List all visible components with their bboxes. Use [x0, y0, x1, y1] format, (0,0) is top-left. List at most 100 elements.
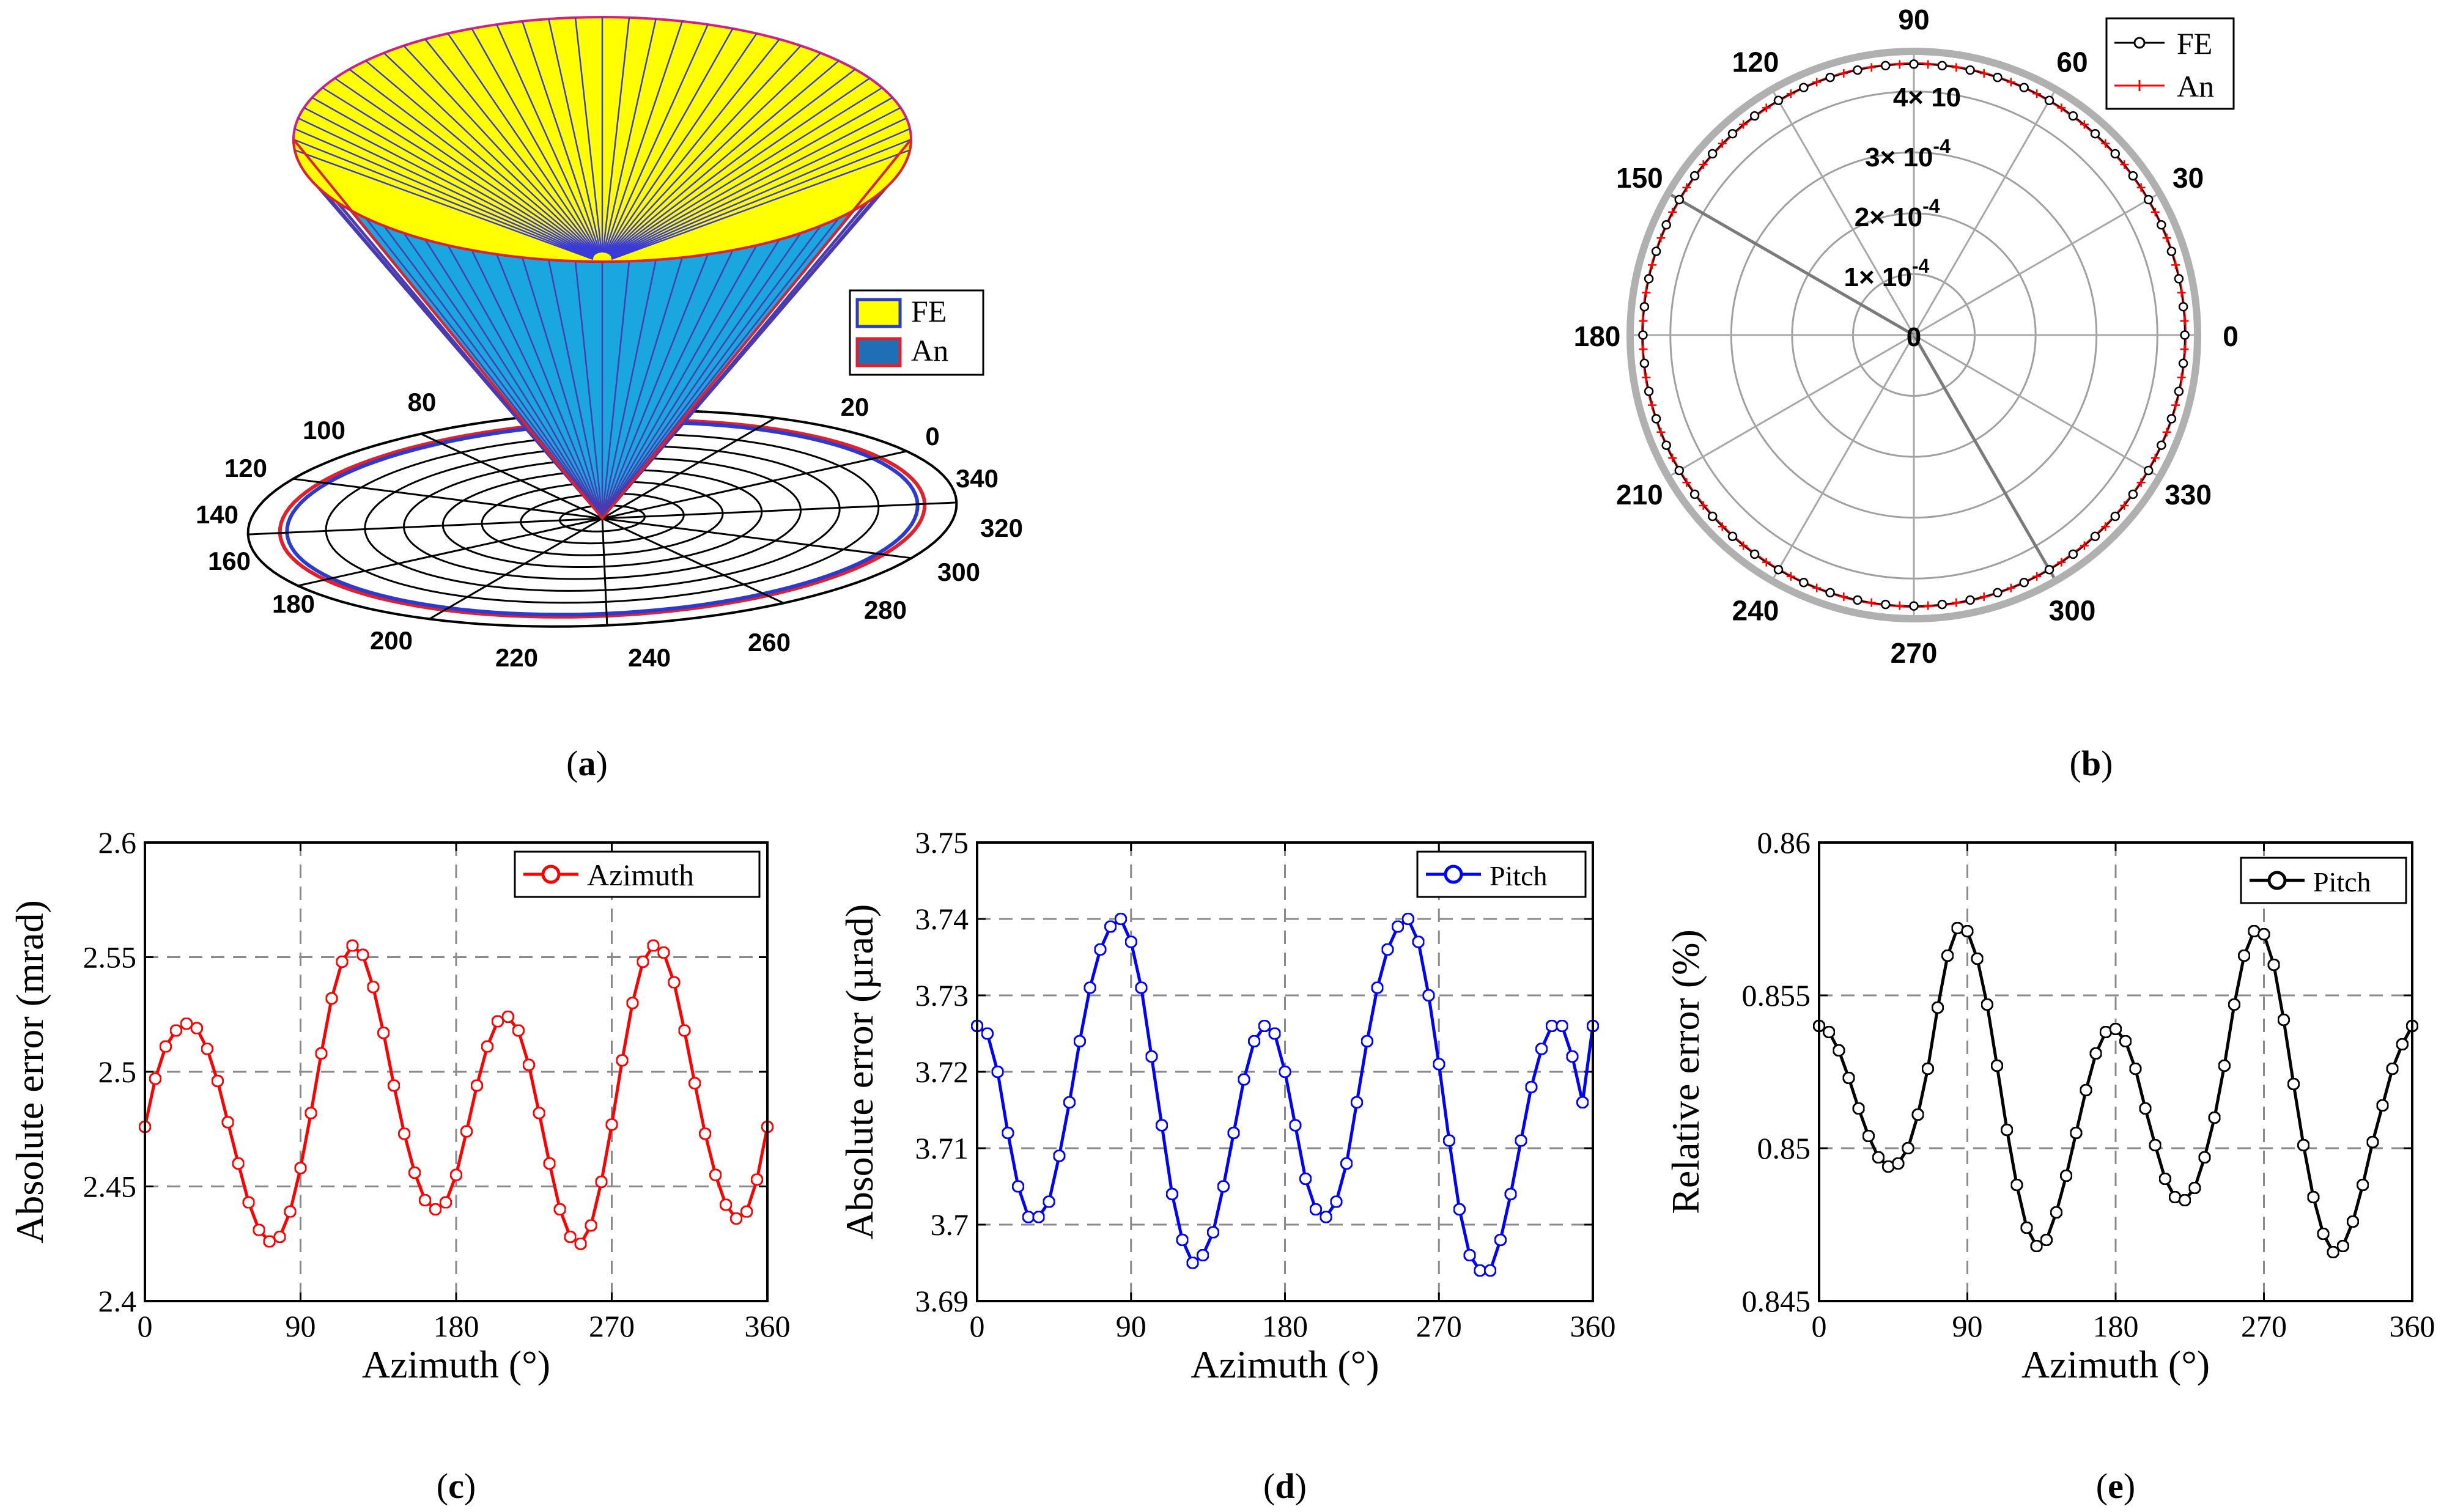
legend-box	[2105, 17, 2235, 110]
series-FE-point	[2068, 111, 2078, 121]
series-An-point	[1952, 598, 1961, 607]
panel-label-open: (	[1263, 1466, 1275, 1506]
polar-angle-label: 260	[748, 628, 791, 657]
cone-edge-FE	[548, 18, 602, 253]
series-FE-point	[2090, 531, 2100, 542]
polar-radial-mantissa: 3× 10	[1865, 142, 1933, 172]
series-FE-point	[2166, 414, 2177, 424]
series-FE-point	[2180, 330, 2190, 340]
cone-edge-FE	[574, 17, 602, 253]
cone-edge-FE	[424, 39, 598, 254]
series-FE-point	[2044, 95, 2054, 106]
polar-angle-label: 90	[1898, 4, 1929, 35]
series-line	[145, 946, 767, 1244]
legend-label: Pitch	[2313, 866, 2371, 898]
x-tick-label: 360	[1570, 1309, 1616, 1343]
series-FE-point	[2128, 171, 2138, 181]
series-An-point	[1762, 103, 1771, 112]
legend: FE An	[849, 289, 984, 376]
series-FE-point	[1880, 599, 1891, 610]
series-FE-point	[1661, 220, 1671, 230]
ticks: 0 90 180 270 360 0.845 0.85 0.855 0.86	[1742, 825, 2435, 1343]
cone-edge-FE	[602, 17, 630, 253]
series-An-point	[1979, 592, 1988, 601]
polar-spoke	[1671, 334, 1914, 476]
cone-edge-An	[496, 254, 604, 519]
series-An-point	[1639, 345, 1648, 354]
cone-edge-FE	[522, 21, 601, 253]
y-tick-label: 3.73	[915, 978, 969, 1012]
y-tick-label: 2.55	[83, 940, 137, 975]
x-tick-label: 270	[589, 1309, 635, 1343]
legend-marker-An	[2134, 80, 2145, 91]
series-FE-point	[1993, 72, 2003, 83]
series-FE-point	[1639, 358, 1650, 369]
panel-label-letter: a	[578, 743, 596, 783]
series-An-point	[1812, 583, 1822, 592]
cone-edge-FE	[608, 52, 821, 255]
base-spoke	[297, 517, 603, 587]
panel-d: 0 90 180 270 360 3.69 3.7 3.71 3.72 3.73 3.74 3.75 P…	[838, 825, 1616, 1506]
y-tick-label: 0.86	[1757, 825, 1811, 860]
legend: Azimuth	[514, 850, 761, 898]
y-tick-label: 0.85	[1757, 1131, 1811, 1165]
polar-angle-label: 240	[1732, 595, 1779, 627]
series-FE-point	[2128, 489, 2138, 500]
cone	[292, 16, 912, 521]
polar-radial-exponent: -4	[1933, 135, 1951, 157]
series-An-point	[2162, 427, 2171, 437]
y-tick-label: 0.855	[1742, 978, 1811, 1012]
x-tick-label: 180	[1262, 1309, 1308, 1343]
cone-edge-An	[522, 257, 604, 519]
polar-radial-label: 1× 10-4	[1844, 255, 1929, 292]
polar-spoke	[1913, 194, 2157, 336]
legend-marker	[1444, 865, 1463, 884]
base-spoke	[420, 433, 603, 520]
series-FE-point	[2178, 358, 2188, 369]
polar-angle-label: 180	[272, 589, 315, 618]
base-spoke	[602, 450, 907, 520]
cone-edge-FE	[496, 24, 600, 254]
panel-label: (b)	[2070, 743, 2113, 783]
series-An-point	[1762, 558, 1771, 567]
series-An-point	[1668, 454, 1677, 463]
y-tick-label: 3.69	[915, 1284, 969, 1318]
cone-edge-An	[601, 257, 683, 519]
series-FE-point	[1707, 149, 1718, 159]
y-tick-label: 3.72	[915, 1055, 969, 1089]
cone-edge-FE	[447, 33, 599, 254]
series-FE-point	[1689, 171, 1700, 181]
series-An-point	[2057, 103, 2066, 112]
series-An-point	[2080, 541, 2089, 550]
series-FE-point	[1799, 578, 1809, 588]
series-FE-point	[1825, 588, 1835, 598]
polar-angle-label: 80	[408, 388, 437, 416]
panel-label: (c)	[437, 1466, 476, 1506]
cone-edge-An	[548, 259, 604, 519]
legend-label-An: An	[2177, 69, 2214, 103]
panel-label-letter: d	[1275, 1466, 1294, 1506]
series-An-point	[1699, 160, 1708, 169]
panel-label-letter: e	[2108, 1466, 2124, 1506]
legend-label-An: An	[911, 333, 948, 367]
legend-marker	[541, 865, 561, 884]
y-axis-label: Relative error (%)	[1664, 929, 1707, 1214]
series-FE-point	[2068, 549, 2078, 559]
polar-angle-label: 340	[956, 464, 999, 493]
series-An-point	[1924, 601, 1933, 610]
series-FE-point	[1993, 588, 2003, 598]
base-spoke	[293, 478, 603, 520]
cone-edge-An	[601, 261, 630, 519]
cone-edge-FE	[610, 77, 871, 257]
series-An-point	[1682, 478, 1691, 487]
cone-edge-FE	[604, 21, 683, 253]
y-tick-label: 2.5	[98, 1055, 137, 1089]
polar-radial-label: 4× 10	[1893, 83, 1961, 112]
polar-angle-label: 330	[2165, 479, 2212, 511]
cone-edge-FE	[611, 138, 912, 260]
legend-marker-FE	[2133, 37, 2146, 49]
series-An-point	[2101, 522, 2110, 531]
panel-label-open: (	[2096, 1466, 2108, 1506]
